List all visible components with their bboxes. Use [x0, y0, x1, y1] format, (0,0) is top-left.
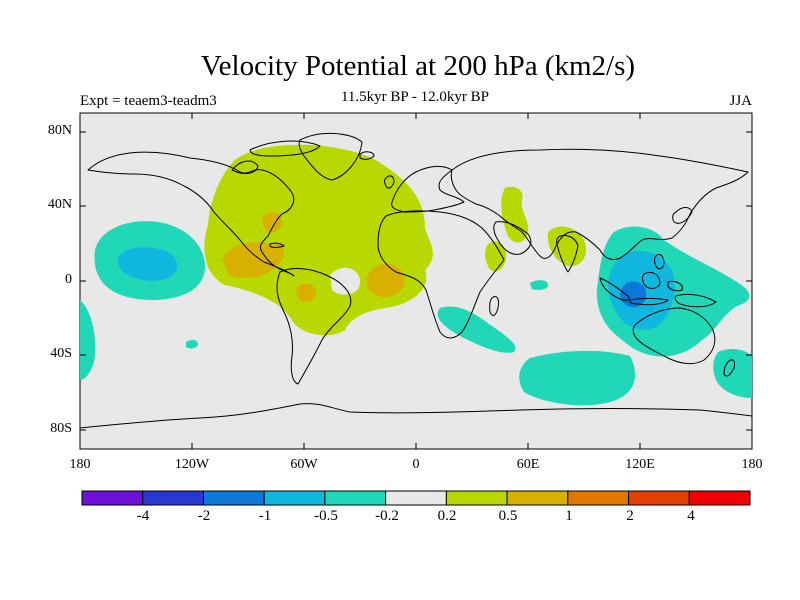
negative-region-sw-indian	[437, 306, 516, 353]
lon-label-0: 0	[412, 457, 420, 472]
lon-label-60e: 60E	[516, 457, 540, 472]
colorbar	[81, 490, 751, 506]
lon-label-120e: 120E	[625, 457, 655, 472]
orange-core-south-america	[296, 283, 316, 302]
lat-label-80s: 80S	[50, 421, 72, 436]
lat-label-equator: 0	[65, 272, 72, 287]
season-label: JJA	[729, 93, 752, 109]
negative-region-south-indian	[519, 350, 636, 406]
negative-deep-core-maritime	[620, 281, 647, 308]
negative-region-south-pacific	[713, 349, 752, 398]
colorbar-swatch	[688, 490, 751, 506]
contour-fields	[80, 132, 752, 429]
colorbar-swatch	[628, 490, 690, 506]
lat-label-80n: 80N	[47, 123, 72, 138]
lat-label-40n: 40N	[47, 197, 72, 212]
orange-core-gulf	[262, 212, 282, 233]
orange-core-central-america	[222, 242, 284, 278]
negative-region-east-pacific	[80, 300, 96, 380]
colorbar-swatch	[506, 490, 569, 506]
colorbar-swatch	[263, 490, 326, 506]
period-label: 11.5kyr BP - 12.0kyr BP	[340, 89, 490, 105]
colorbar-swatch	[385, 490, 447, 506]
colorbar-label: 1	[565, 508, 573, 524]
colorbar-swatch	[445, 490, 508, 506]
lon-label-120w: 120W	[174, 457, 210, 472]
colorbar-label: 0.5	[498, 508, 518, 524]
colorbar-swatch	[142, 490, 204, 506]
colorbar-label: -2	[197, 508, 211, 524]
colorbar-label: -0.2	[375, 508, 399, 524]
colorbar-swatch	[324, 490, 387, 506]
experiment-label: Expt = teaem3-teadm3	[80, 93, 217, 109]
longitude-ticks	[79, 113, 753, 449]
lon-label-60w: 60W	[290, 457, 318, 472]
colorbar-swatch	[202, 490, 265, 506]
lon-label-180w: 180	[69, 457, 91, 472]
neutral-hole-atlantic	[330, 267, 360, 295]
latitude-ticks	[80, 131, 752, 431]
negative-small-patch	[186, 339, 198, 349]
colorbar-label: -1	[258, 508, 272, 524]
colorbar-label: 0.2	[437, 508, 457, 524]
coastlines	[80, 132, 752, 429]
map-title: Velocity Potential at 200 hPa (km2/s)	[200, 50, 636, 82]
colorbar-label: -4	[136, 508, 150, 524]
colorbar-label: 4	[687, 508, 695, 524]
lat-label-40s: 40S	[50, 346, 72, 361]
colorbar-label: 2	[626, 508, 634, 524]
negative-region-madagascar	[530, 280, 548, 290]
colorbar-label: -0.5	[314, 508, 338, 524]
lon-label-180e: 180	[741, 457, 763, 472]
colorbar-swatch	[567, 490, 630, 506]
colorbar-swatch	[81, 490, 144, 506]
negative-core-pacific	[117, 247, 178, 281]
positive-region-arabia	[501, 186, 529, 243]
